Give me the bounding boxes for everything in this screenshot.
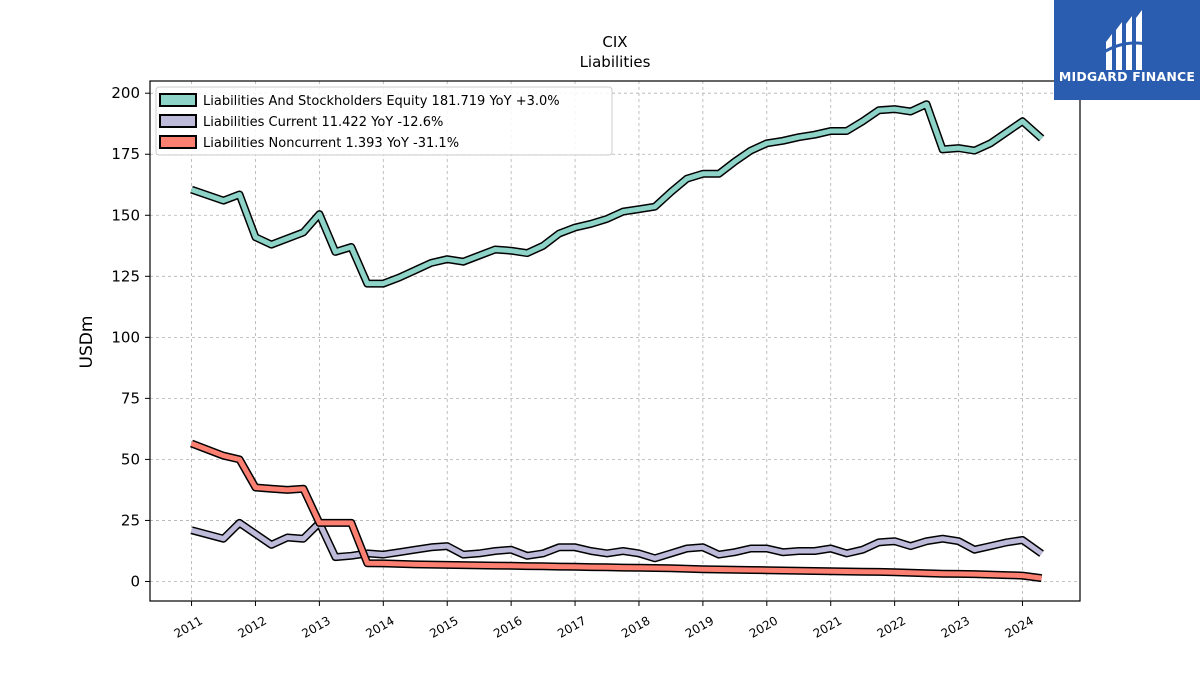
x-tick-label: 2017 xyxy=(555,613,588,640)
x-tick-label: 2020 xyxy=(747,613,780,640)
x-tick-label: 2014 xyxy=(363,613,396,640)
y-tick-label: 125 xyxy=(111,267,140,285)
x-tick-label: 2022 xyxy=(875,613,908,640)
plot-area-border xyxy=(149,80,1081,602)
y-tick-label: 200 xyxy=(111,84,140,102)
x-tick-label: 2011 xyxy=(172,613,205,640)
x-tick-label: 2013 xyxy=(299,613,332,640)
y-axis-label: USDm xyxy=(77,316,97,369)
x-tick-label: 2023 xyxy=(939,613,972,640)
legend-swatch-liabilities-and-stockholders-equity xyxy=(159,93,197,107)
y-tick-label: 175 xyxy=(111,145,140,163)
series-lines xyxy=(190,100,1045,583)
series-line-liabilities-and-stockholders-equity xyxy=(190,101,1044,287)
midgard-finance-logo: MIDGARD FINANCE xyxy=(1054,0,1200,100)
legend-label-liabilities-and-stockholders-equity: Liabilities And Stockholders Equity 181.… xyxy=(203,94,560,109)
series-line-liabilities-current xyxy=(190,520,1044,561)
y-tick-label: 25 xyxy=(121,511,140,529)
x-tick-label: 2018 xyxy=(619,613,652,640)
axes: 0 25 50 75 100 125 150 175 200 2011 2012 2013 2014 20… xyxy=(111,84,1036,641)
logo-mark-icon xyxy=(1103,10,1147,70)
y-tick-label: 50 xyxy=(121,450,140,468)
x-tick-label: 2021 xyxy=(811,613,844,640)
grid xyxy=(150,81,1080,601)
legend-box xyxy=(155,86,613,156)
x-tick-label: 2015 xyxy=(427,613,460,640)
y-tick-label: 0 xyxy=(130,572,140,590)
chart-title: CIX xyxy=(602,33,627,51)
legend-swatch-liabilities-current xyxy=(159,114,197,128)
legend: Liabilities And Stockholders Equity 181.… xyxy=(155,86,613,156)
y-tick-label: 150 xyxy=(111,206,140,224)
legend-label-liabilities-noncurrent: Liabilities Noncurrent 1.393 YoY -31.1% xyxy=(203,136,459,151)
x-tick-label: 2012 xyxy=(236,613,269,640)
x-tick-label: 2019 xyxy=(683,613,716,640)
series-line-liabilities-noncurrent xyxy=(190,441,1042,581)
y-tick-label: 100 xyxy=(111,328,140,346)
legend-label-liabilities-current: Liabilities Current 11.422 YoY -12.6% xyxy=(203,115,443,130)
x-tick-label: 2024 xyxy=(1003,613,1036,640)
logo-text: MIDGARD FINANCE xyxy=(1058,69,1196,84)
chart-subtitle: Liabilities xyxy=(580,53,651,71)
x-tick-label: 2016 xyxy=(491,613,524,640)
y-tick-label: 75 xyxy=(121,389,140,407)
legend-swatch-liabilities-noncurrent xyxy=(159,135,197,149)
